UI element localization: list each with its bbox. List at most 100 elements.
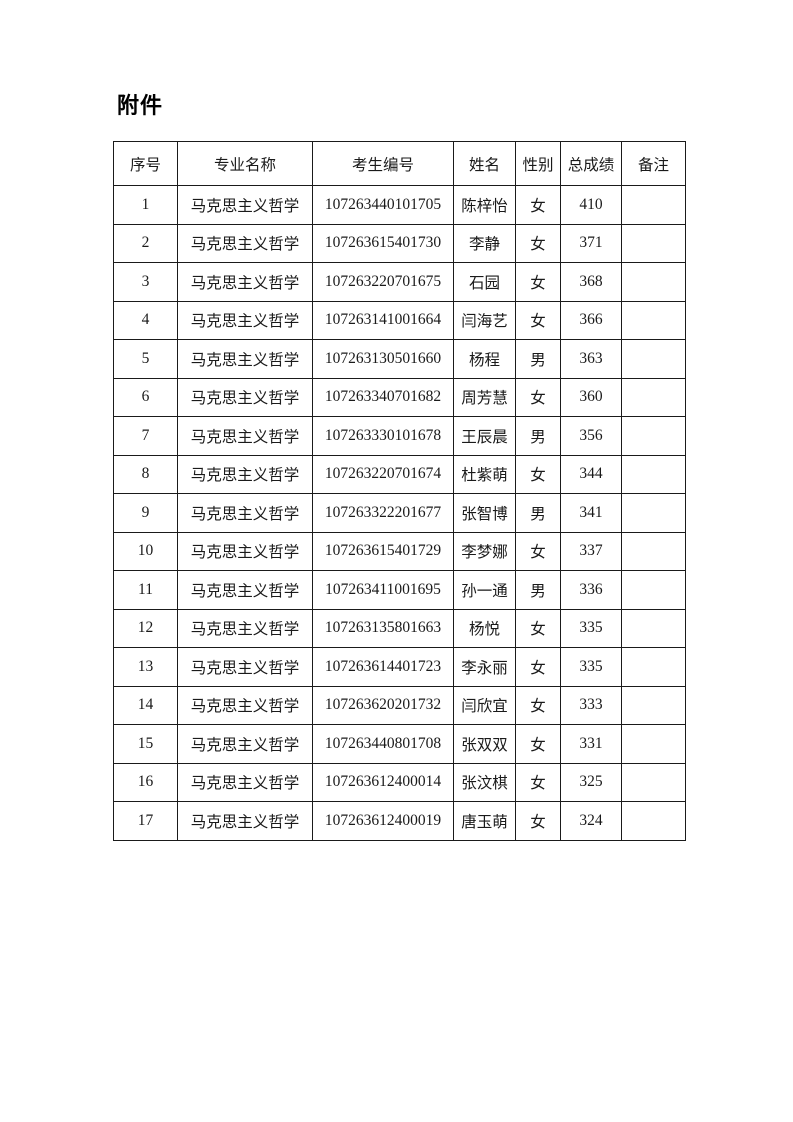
cell-gender: 女 xyxy=(515,801,561,841)
cell-major: 马克思主义哲学 xyxy=(177,416,313,456)
table-header: 序号 专业名称 考生编号 姓名 性别 总成绩 备注 xyxy=(113,141,686,186)
cell-remark xyxy=(621,762,686,802)
cell-name: 张汶棋 xyxy=(453,762,516,802)
cell-name: 张智博 xyxy=(453,493,516,533)
cell-candidate-id: 107263220701674 xyxy=(312,454,454,494)
cell-gender: 男 xyxy=(515,570,561,610)
cell-name: 石园 xyxy=(453,262,516,302)
cell-no: 12 xyxy=(113,608,178,648)
cell-gender: 女 xyxy=(515,223,561,263)
cell-major: 马克思主义哲学 xyxy=(177,454,313,494)
cell-candidate-id: 107263612400014 xyxy=(312,762,454,802)
cell-score: 363 xyxy=(560,339,622,379)
cell-name: 李静 xyxy=(453,223,516,263)
cell-candidate-id: 107263615401729 xyxy=(312,531,454,571)
cell-no: 4 xyxy=(113,300,178,340)
column-header-name: 姓名 xyxy=(453,141,516,186)
cell-score: 335 xyxy=(560,647,622,687)
cell-gender: 女 xyxy=(515,454,561,494)
cell-no: 13 xyxy=(113,647,178,687)
cell-name: 杜紫萌 xyxy=(453,454,516,494)
cell-candidate-id: 107263135801663 xyxy=(312,608,454,648)
cell-remark xyxy=(621,416,686,456)
column-header-gender: 性别 xyxy=(515,141,561,186)
column-header-score: 总成绩 xyxy=(560,141,622,186)
table-row: 1 马克思主义哲学 107263440101705 陈梓怡女 410 xyxy=(113,185,686,225)
table-row: 17 马克思主义哲学 107263612400019 唐玉萌女 324 xyxy=(113,801,686,841)
cell-gender: 女 xyxy=(515,377,561,417)
cell-name: 李梦娜 xyxy=(453,531,516,571)
cell-remark xyxy=(621,300,686,340)
cell-score: 337 xyxy=(560,531,622,571)
cell-major: 马克思主义哲学 xyxy=(177,647,313,687)
cell-candidate-id: 107263340701682 xyxy=(312,377,454,417)
cell-candidate-id: 107263330101678 xyxy=(312,416,454,456)
cell-remark xyxy=(621,454,686,494)
cell-major: 马克思主义哲学 xyxy=(177,185,313,225)
cell-remark xyxy=(621,570,686,610)
header-row: 序号 专业名称 考生编号 姓名 性别 总成绩 备注 xyxy=(113,141,686,186)
cell-major: 马克思主义哲学 xyxy=(177,531,313,571)
cell-gender: 女 xyxy=(515,724,561,764)
cell-name: 杨程 xyxy=(453,339,516,379)
table-row: 2 马克思主义哲学 107263615401730 李静女 371 xyxy=(113,223,686,263)
cell-name: 王辰晨 xyxy=(453,416,516,456)
cell-no: 5 xyxy=(113,339,178,379)
cell-remark xyxy=(621,724,686,764)
cell-gender: 女 xyxy=(515,608,561,648)
cell-score: 344 xyxy=(560,454,622,494)
cell-name: 陈梓怡 xyxy=(453,185,516,225)
cell-name: 闫海艺 xyxy=(453,300,516,340)
table-row: 8 马克思主义哲学 107263220701674 杜紫萌女 344 xyxy=(113,454,686,494)
cell-remark xyxy=(621,223,686,263)
cell-gender: 女 xyxy=(515,185,561,225)
cell-major: 马克思主义哲学 xyxy=(177,262,313,302)
cell-remark xyxy=(621,801,686,841)
cell-candidate-id: 107263614401723 xyxy=(312,647,454,687)
table-row: 14 马克思主义哲学 107263620201732 闫欣宜女 333 xyxy=(113,685,686,725)
cell-name: 李永丽 xyxy=(453,647,516,687)
cell-no: 10 xyxy=(113,531,178,571)
cell-score: 341 xyxy=(560,493,622,533)
cell-candidate-id: 107263322201677 xyxy=(312,493,454,533)
cell-no: 11 xyxy=(113,570,178,610)
cell-candidate-id: 107263130501660 xyxy=(312,339,454,379)
cell-no: 8 xyxy=(113,454,178,494)
cell-name: 闫欣宜 xyxy=(453,685,516,725)
table-row: 12 马克思主义哲学 107263135801663 杨悦女 335 xyxy=(113,608,686,648)
table-row: 16 马克思主义哲学 107263612400014 张汶棋女 325 xyxy=(113,762,686,802)
cell-remark xyxy=(621,185,686,225)
cell-name: 唐玉萌 xyxy=(453,801,516,841)
column-header-no: 序号 xyxy=(113,141,178,186)
cell-gender: 女 xyxy=(515,762,561,802)
cell-gender: 女 xyxy=(515,685,561,725)
cell-gender: 男 xyxy=(515,493,561,533)
column-header-remark: 备注 xyxy=(621,141,686,186)
table-row: 10 马克思主义哲学 107263615401729 李梦娜女 337 xyxy=(113,531,686,571)
cell-major: 马克思主义哲学 xyxy=(177,339,313,379)
cell-remark xyxy=(621,647,686,687)
cell-candidate-id: 107263440801708 xyxy=(312,724,454,764)
table-row: 5 马克思主义哲学 107263130501660 杨程男 363 xyxy=(113,339,686,379)
table-row: 15 马克思主义哲学 107263440801708 张双双女 331 xyxy=(113,724,686,764)
cell-major: 马克思主义哲学 xyxy=(177,685,313,725)
cell-gender: 男 xyxy=(515,416,561,456)
table-row: 7 马克思主义哲学 107263330101678 王辰晨男 356 xyxy=(113,416,686,456)
cell-candidate-id: 107263141001664 xyxy=(312,300,454,340)
cell-score: 366 xyxy=(560,300,622,340)
cell-score: 335 xyxy=(560,608,622,648)
column-header-major: 专业名称 xyxy=(177,141,313,186)
cell-score: 336 xyxy=(560,570,622,610)
cell-score: 360 xyxy=(560,377,622,417)
cell-score: 356 xyxy=(560,416,622,456)
cell-major: 马克思主义哲学 xyxy=(177,493,313,533)
cell-name: 张双双 xyxy=(453,724,516,764)
cell-no: 17 xyxy=(113,801,178,841)
table-row: 13 马克思主义哲学 107263614401723 李永丽女 335 xyxy=(113,647,686,687)
cell-candidate-id: 107263440101705 xyxy=(312,185,454,225)
cell-no: 3 xyxy=(113,262,178,302)
cell-major: 马克思主义哲学 xyxy=(177,223,313,263)
cell-remark xyxy=(621,339,686,379)
cell-candidate-id: 107263612400019 xyxy=(312,801,454,841)
